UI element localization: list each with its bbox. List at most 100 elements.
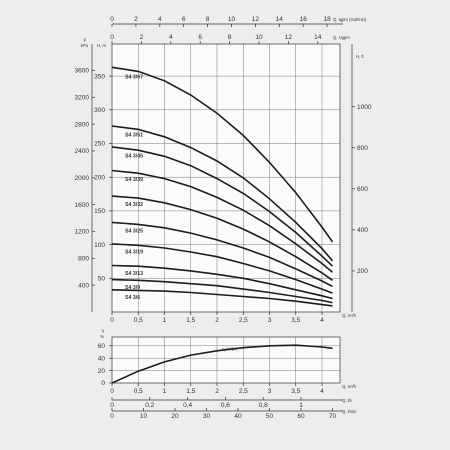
kpa-tick-label: 400 — [78, 282, 89, 289]
lmin-tick-label: 40 — [234, 413, 242, 420]
pump-curve-line — [111, 169, 334, 273]
eff-axis-unit: % — [100, 334, 104, 339]
ugpm-tick-label: 6 — [198, 34, 202, 41]
kpa-tick-label: 3600 — [75, 68, 90, 75]
pump-curve-label: S4 3/51 — [125, 133, 143, 139]
ls-tick-label: 0,4 — [183, 402, 192, 409]
ugpm-tick-label: 12 — [285, 34, 293, 41]
igpm-axis-unit: Q, Igpm (Gal/min) — [333, 17, 367, 22]
kpa-tick-label: 2000 — [75, 175, 90, 182]
lmin-tick-label: 50 — [266, 413, 274, 420]
eff-tick-label: 60 — [98, 343, 106, 350]
ls-axis-unit: Q, l/s — [342, 398, 352, 403]
igpm-tick-label: 0 — [110, 16, 114, 23]
feet-tick-label: 600 — [357, 186, 368, 193]
kpa-tick-label: 2800 — [75, 121, 90, 128]
feet-tick-label: 800 — [357, 145, 368, 152]
ls-tick-label: 0 — [110, 402, 114, 409]
igpm-tick-label: 18 — [323, 16, 331, 23]
ugpm-tick-label: 2 — [140, 34, 144, 41]
igpm-tick-label: 16 — [300, 16, 308, 23]
eff-m3h-tick-label: 4 — [320, 388, 324, 395]
pump-curve-label: S4 3/67 — [125, 74, 143, 80]
eff-m3h-axis-unit: Q, m³/h — [342, 384, 357, 389]
eff-m3h-tick-label: 0 — [110, 388, 114, 395]
igpm-tick-label: 14 — [276, 16, 284, 23]
igpm-tick-label: 12 — [252, 16, 260, 23]
feet-axis-unit: H, ft — [356, 54, 365, 59]
pump-curve-line — [111, 66, 334, 243]
eff-tick-label: 20 — [98, 368, 106, 375]
lmin-tick-label: 10 — [140, 413, 148, 420]
feet-tick-label: 1000 — [357, 104, 372, 111]
pump-curve-label: S4 3/32 — [125, 202, 143, 208]
lmin-tick-label: 70 — [329, 413, 337, 420]
efficiency-plot-area — [111, 336, 341, 384]
igpm-tick-label: 4 — [158, 16, 162, 23]
meter-tick-label: 300 — [94, 107, 105, 114]
bottom-tick-label: 3,5 — [291, 317, 300, 324]
igpm-tick-label: 6 — [182, 16, 186, 23]
pump-curve-line — [111, 221, 333, 288]
lmin-tick-label: 20 — [171, 413, 179, 420]
eff-m3h-tick-label: 2,5 — [239, 388, 248, 395]
ugpm-tick-label: 10 — [255, 34, 263, 41]
pump-curve-line — [111, 243, 333, 294]
kpa-axis-unit: kPa — [81, 43, 89, 48]
ugpm-tick-label: 0 — [110, 34, 114, 41]
pump-curve-line — [111, 146, 334, 267]
pump-curve-line — [111, 289, 333, 307]
ugpm-tick-label: 8 — [228, 34, 232, 41]
igpm-tick-label: 8 — [206, 16, 210, 23]
kpa-tick-label: 800 — [78, 256, 89, 263]
ls-tick-label: 0,2 — [145, 402, 154, 409]
lmin-tick-label: 30 — [203, 413, 211, 420]
kpa-axis-unit-top: p — [84, 37, 87, 42]
ugpm-tick-label: 4 — [169, 34, 173, 41]
pump-curve-line — [111, 125, 334, 262]
meter-tick-label: 150 — [94, 208, 105, 215]
meter-tick-label: 100 — [94, 242, 105, 249]
kpa-tick-label: 2400 — [75, 148, 90, 155]
feet-tick-label: 200 — [357, 268, 368, 275]
pump-curve-label: S4 3/25 — [125, 228, 143, 234]
bottom-tick-label: 3 — [268, 317, 272, 324]
eff-m3h-tick-label: 1 — [163, 388, 167, 395]
lmin-tick-label: 60 — [297, 413, 305, 420]
kpa-tick-label: 3200 — [75, 94, 90, 101]
bottom-tick-label: 2 — [215, 317, 219, 324]
kpa-tick-label: 1200 — [75, 229, 90, 236]
efficiency-curve-line — [111, 344, 333, 384]
pump-curve-label: S4 3/39 — [125, 177, 143, 183]
bottom-tick-label: 0,5 — [134, 317, 143, 324]
meter-tick-label: 200 — [94, 174, 105, 181]
kpa-tick-label: 1600 — [75, 202, 90, 209]
head-panel: 0 0,5 1 1,5 2 2,5 3 3,5 4Q, m³/h5010015020025030… — [75, 16, 372, 324]
pump-curve-label: S4 3/9 — [125, 285, 140, 291]
igpm-tick-label: 10 — [228, 16, 236, 23]
eff-axis-unit-top: η — [102, 328, 105, 333]
bottom-axis-unit: Q, m³/h — [342, 313, 357, 318]
head-plot-area — [111, 43, 341, 313]
pump-curve-label: S4 3/19 — [125, 250, 143, 256]
eff-m3h-tick-label: 1,5 — [186, 388, 195, 395]
ugpm-axis-unit: Q, Ugpm — [333, 35, 350, 40]
meter-tick-label: 50 — [98, 276, 106, 283]
pump-curve-line — [111, 278, 333, 304]
bottom-tick-label: 0 — [110, 317, 114, 324]
pump-curve-line — [111, 195, 333, 281]
eff-m3h-tick-label: 3,5 — [291, 388, 300, 395]
bottom-tick-label: 1,5 — [186, 317, 195, 324]
meter-tick-label: 350 — [94, 73, 105, 80]
eff-m3h-tick-label: 2 — [215, 388, 219, 395]
ls-tick-label: 0,6 — [221, 402, 230, 409]
efficiency-curve-label: η HYDR. — [222, 346, 239, 351]
pump-curve-line — [111, 264, 333, 300]
eff-m3h-tick-label: 0,5 — [134, 388, 143, 395]
bottom-tick-label: 2,5 — [239, 317, 248, 324]
lmin-axis-unit: Q, l/min — [342, 409, 357, 414]
lmin-tick-label: 0 — [110, 413, 114, 420]
pump-curve-label: S4 3/13 — [125, 271, 143, 277]
eff-tick-label: 0 — [101, 380, 105, 387]
